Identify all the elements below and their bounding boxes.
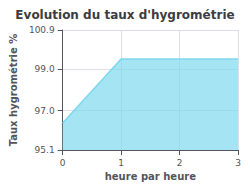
svg-text:97.0: 97.0	[35, 106, 55, 116]
svg-text:1: 1	[118, 158, 124, 168]
svg-text:2: 2	[177, 158, 183, 168]
svg-text:heure par heure: heure par heure	[105, 171, 196, 182]
svg-text:95.1: 95.1	[35, 145, 55, 155]
svg-text:0: 0	[60, 158, 66, 168]
svg-text:3: 3	[235, 158, 241, 168]
svg-text:Evolution du taux d'hygrométri: Evolution du taux d'hygrométrie	[15, 8, 234, 22]
svg-text:99.0: 99.0	[35, 64, 55, 74]
svg-text:100.9: 100.9	[29, 25, 55, 35]
svg-text:Taux hygrométrie %: Taux hygrométrie %	[8, 34, 19, 147]
